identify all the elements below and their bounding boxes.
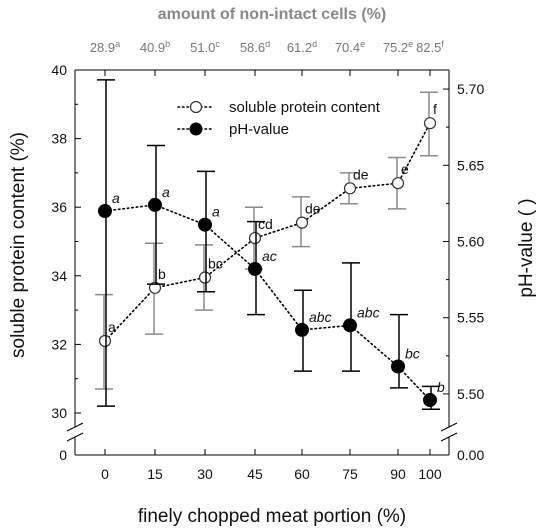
- top-tick-label: 61.2d: [287, 39, 317, 55]
- data-point: [343, 182, 357, 195]
- legend-marker: [189, 100, 203, 114]
- legend: soluble protein content pH-value: [177, 99, 381, 138]
- data-point: [343, 318, 357, 333]
- top-tick-label: 82.5f: [416, 39, 444, 55]
- data-point: [98, 204, 112, 219]
- top-tick-label: 40.9b: [140, 39, 170, 55]
- significance-label: a: [108, 319, 116, 335]
- x-tick-label: 60: [294, 466, 310, 482]
- top-tick-label: 58.6d: [240, 39, 270, 55]
- y-left-tick-label: 40: [51, 62, 67, 78]
- series-layer: a b bc cd de de e f a a a ac abc abc bc b: [95, 79, 445, 410]
- y-axis-right-title: pH-value ( ): [516, 198, 537, 297]
- y-left-tick-label: 0: [59, 447, 67, 463]
- significance-label: b: [158, 266, 166, 282]
- data-point: [198, 217, 212, 232]
- x-tick-label: 30: [197, 466, 213, 482]
- legend-item: soluble protein content: [177, 99, 381, 116]
- data-point: [148, 281, 162, 294]
- y-axis-left-title: soluble protein content (%): [8, 132, 29, 358]
- series-line: [104, 204, 431, 401]
- top-tick-label: 70.4e: [335, 39, 365, 55]
- x-tick-label: 90: [390, 466, 406, 482]
- significance-label: b: [437, 379, 445, 395]
- x-tick-label: 0: [101, 466, 109, 482]
- right-axis: 5.50 5.55 5.60 5.65 5.70 0.00: [443, 81, 484, 463]
- significance-label: abc: [309, 309, 332, 325]
- data-point: [391, 177, 405, 190]
- y-right-tick-label: 0.00: [457, 447, 484, 463]
- axis-break-mark: [440, 432, 458, 442]
- significance-label: bc: [405, 346, 420, 362]
- top-axis-title: amount of non-intact cells (%): [158, 6, 386, 23]
- data-point: [148, 197, 162, 212]
- legend-label: pH-value: [229, 121, 289, 138]
- data-point: [423, 117, 437, 130]
- y-left-tick-label: 36: [51, 199, 67, 215]
- significance-label: bc: [208, 256, 223, 272]
- y-right-tick-label: 5.70: [457, 81, 484, 97]
- legend-label: soluble protein content: [229, 99, 381, 116]
- y-left-tick-label: 30: [51, 405, 67, 421]
- y-right-tick-label: 5.60: [457, 234, 484, 250]
- top-axis: 28.9a 40.9b 51.0c 58.6d 61.2d 70.4e 75.2e 82.5f: [90, 39, 444, 76]
- x-tick-label: 100: [418, 466, 442, 482]
- data-point: [423, 393, 437, 408]
- top-tick-label: 75.2e: [383, 39, 413, 55]
- significance-label: cd: [258, 216, 273, 232]
- axis-break-mark: [66, 422, 84, 432]
- x-tick-label: 75: [342, 466, 358, 482]
- axis-break-mark: [440, 422, 458, 432]
- significance-label: ac: [262, 248, 277, 264]
- significance-label: de: [353, 166, 369, 182]
- y-right-tick-label: 5.55: [457, 310, 484, 326]
- y-left-tick-label: 38: [51, 131, 67, 147]
- significance-label: a: [112, 190, 120, 206]
- y-right-tick-label: 5.50: [457, 386, 484, 402]
- data-point: [391, 359, 405, 374]
- data-point: [295, 322, 309, 337]
- data-point: [98, 334, 112, 348]
- legend-marker: [189, 122, 203, 136]
- top-tick-label: 51.0c: [190, 39, 220, 55]
- bottom-axis: 0 15 30 45 60 75 90 100: [101, 449, 442, 482]
- significance-label: f: [433, 101, 437, 117]
- data-point: [248, 231, 262, 245]
- significance-label: a: [162, 184, 170, 200]
- significance-label: e: [401, 161, 409, 177]
- y-left-tick-label: 34: [51, 268, 67, 284]
- x-tick-label: 15: [147, 466, 163, 482]
- axis-break-mark: [66, 432, 84, 442]
- data-point: [198, 271, 212, 284]
- plot-frame: [66, 69, 458, 456]
- x-tick-label: 45: [247, 466, 263, 482]
- left-axis: 30 32 34 36 38 40 0: [51, 62, 81, 463]
- series-line: [104, 122, 431, 342]
- significance-label: a: [212, 204, 220, 220]
- y-right-tick-label: 5.65: [457, 157, 484, 173]
- data-point: [295, 216, 309, 229]
- series-protein: a b bc cd de de e f: [95, 91, 438, 390]
- x-axis-title: finely chopped meat portion (%): [138, 506, 406, 527]
- y-left-tick-label: 32: [51, 336, 67, 352]
- significance-label: abc: [357, 304, 380, 320]
- data-point: [248, 261, 262, 276]
- top-tick-label: 28.9a: [90, 39, 120, 55]
- legend-item: pH-value: [177, 121, 289, 138]
- significance-label: de: [305, 201, 321, 217]
